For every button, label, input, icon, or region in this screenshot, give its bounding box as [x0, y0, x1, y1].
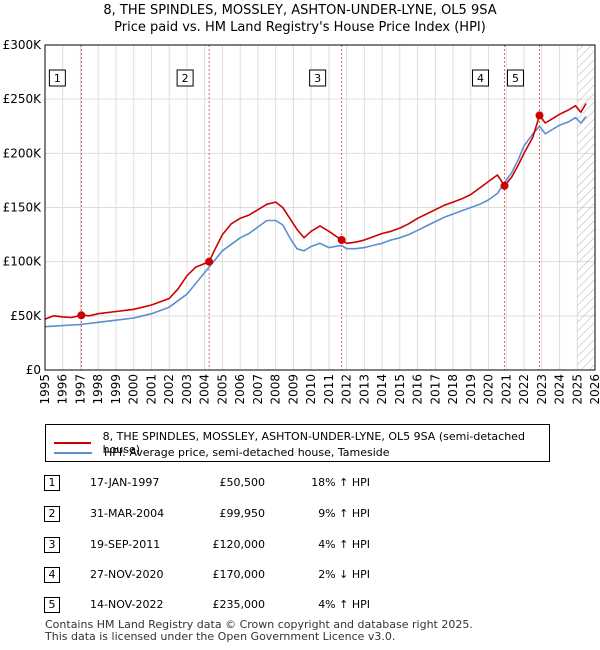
sale-date: 17-JAN-1997 — [90, 476, 160, 489]
y-tick-label: £50K — [10, 309, 42, 323]
legend: 8, THE SPINDLES, MOSSLEY, ASHTON-UNDER-L… — [45, 424, 550, 462]
sale-label-box — [48, 69, 66, 87]
footer: Contains HM Land Registry data © Crown c… — [45, 619, 473, 643]
x-tick-label: 2015 — [393, 374, 407, 405]
x-tick-label: 2002 — [162, 374, 176, 405]
y-tick-label: £200K — [3, 146, 43, 160]
x-tick-label: 2019 — [464, 374, 478, 405]
y-tick-label: £150K — [3, 201, 43, 215]
legend-hpi-swatch — [54, 451, 92, 454]
table-row: 2 31-MAR-2004 £99,950 9% ↑ HPI — [0, 506, 600, 526]
x-tick-label: 2003 — [180, 374, 194, 405]
sale-number-badge: 2 — [44, 506, 60, 522]
sale-date: 27-NOV-2020 — [90, 568, 164, 581]
x-tick-label: 2000 — [127, 374, 141, 405]
legend-hpi-label: HPI: Average price, semi-detached house,… — [104, 446, 390, 459]
sale-label-box — [176, 69, 194, 87]
sale-label-box — [309, 69, 327, 87]
x-tick-label: 2009 — [286, 374, 300, 405]
x-tick-label: 2008 — [269, 374, 283, 405]
sale-label-text: 4 — [477, 72, 484, 85]
forecast-region — [577, 45, 595, 370]
x-tick-label: 2021 — [499, 374, 513, 405]
sale-hpi-diff: 9% ↑ HPI — [318, 507, 370, 520]
x-tick-label: 2018 — [446, 374, 460, 405]
footer-copyright: Contains HM Land Registry data © Crown c… — [45, 618, 473, 631]
sale-point — [535, 111, 544, 120]
x-tick-label: 2006 — [233, 374, 247, 405]
x-tick-label: 2014 — [375, 374, 389, 405]
sale-label-text: 5 — [512, 72, 519, 85]
legend-property-swatch — [54, 442, 91, 444]
sale-number-badge: 4 — [44, 567, 60, 583]
x-tick-label: 2026 — [588, 374, 600, 405]
sale-label-text: 1 — [54, 72, 61, 85]
sale-price: £235,000 — [212, 598, 266, 611]
x-tick-label: 2012 — [340, 374, 354, 405]
x-tick-label: 2004 — [198, 374, 212, 405]
table-row: 1 17-JAN-1997 £50,500 18% ↑ HPI — [0, 475, 600, 495]
sale-price: £170,000 — [212, 568, 266, 581]
sale-number-badge: 5 — [44, 597, 60, 613]
x-tick-label: 1995 — [38, 374, 52, 405]
table-row: 3 19-SEP-2011 £120,000 4% ↑ HPI — [0, 537, 600, 557]
y-tick-label: £300K — [3, 38, 43, 52]
sale-price: £99,950 — [219, 507, 266, 520]
x-tick-label: 2022 — [517, 374, 531, 405]
x-tick-label: 1998 — [91, 374, 105, 405]
sale-point — [337, 236, 346, 244]
x-tick-label: 2025 — [570, 374, 584, 405]
sale-point — [205, 257, 214, 266]
sale-point — [77, 311, 86, 320]
legend-item-hpi: HPI: Average price, semi-detached house,… — [54, 446, 390, 459]
table-row: 5 14-NOV-2022 £235,000 4% ↑ HPI — [0, 597, 600, 617]
y-tick-label: £100K — [3, 255, 43, 269]
sale-date: 19-SEP-2011 — [90, 538, 161, 551]
sale-label-box — [472, 69, 490, 87]
legend-property-label: 8, THE SPINDLES, MOSSLEY, ASHTON-UNDER-L… — [102, 430, 525, 456]
x-tick-label: 2010 — [304, 374, 318, 405]
x-tick-label: 2007 — [251, 374, 265, 405]
x-tick-label: 1996 — [56, 374, 70, 405]
sale-date: 31-MAR-2004 — [90, 507, 165, 520]
x-tick-label: 2024 — [553, 374, 567, 405]
footer-license: This data is licensed under the Open Gov… — [45, 630, 396, 643]
chart-title: 8, THE SPINDLES, MOSSLEY, ASHTON-UNDER-L… — [103, 3, 497, 18]
legend-item-property: 8, THE SPINDLES, MOSSLEY, ASHTON-UNDER-L… — [54, 430, 549, 456]
x-tick-label: 2016 — [411, 374, 425, 405]
x-tick-label: 1999 — [109, 374, 123, 405]
sale-hpi-diff: 18% ↑ HPI — [311, 476, 370, 489]
sale-point — [500, 181, 509, 190]
x-tick-label: 1997 — [73, 374, 87, 405]
sale-label-text: 3 — [314, 72, 321, 85]
x-tick-label: 2013 — [357, 374, 371, 405]
sale-number-badge: 1 — [44, 475, 60, 491]
sale-hpi-diff: 4% ↑ HPI — [318, 598, 370, 611]
x-tick-label: 2023 — [535, 374, 549, 405]
sale-label-box — [506, 69, 524, 87]
x-tick-label: 2005 — [215, 374, 229, 405]
sale-hpi-diff: 2% ↓ HPI — [318, 568, 370, 581]
sale-price: £50,500 — [219, 476, 266, 489]
y-tick-label: £0 — [26, 363, 41, 377]
table-row: 4 27-NOV-2020 £170,000 2% ↓ HPI — [0, 567, 600, 587]
sale-hpi-diff: 4% ↑ HPI — [318, 538, 370, 551]
chart-subtitle: Price paid vs. HM Land Registry's House … — [114, 20, 486, 35]
sale-number-badge: 3 — [44, 537, 60, 553]
x-tick-label: 2011 — [322, 374, 336, 405]
plot-border — [44, 44, 596, 371]
hpi-line — [44, 115, 587, 328]
sale-price: £120,000 — [212, 538, 266, 551]
x-tick-label: 2017 — [428, 374, 442, 405]
sale-date: 14-NOV-2022 — [90, 598, 164, 611]
sale-label-text: 2 — [182, 72, 189, 85]
x-tick-label: 2020 — [482, 374, 496, 405]
x-tick-label: 2001 — [144, 374, 158, 405]
y-tick-label: £250K — [3, 92, 43, 106]
